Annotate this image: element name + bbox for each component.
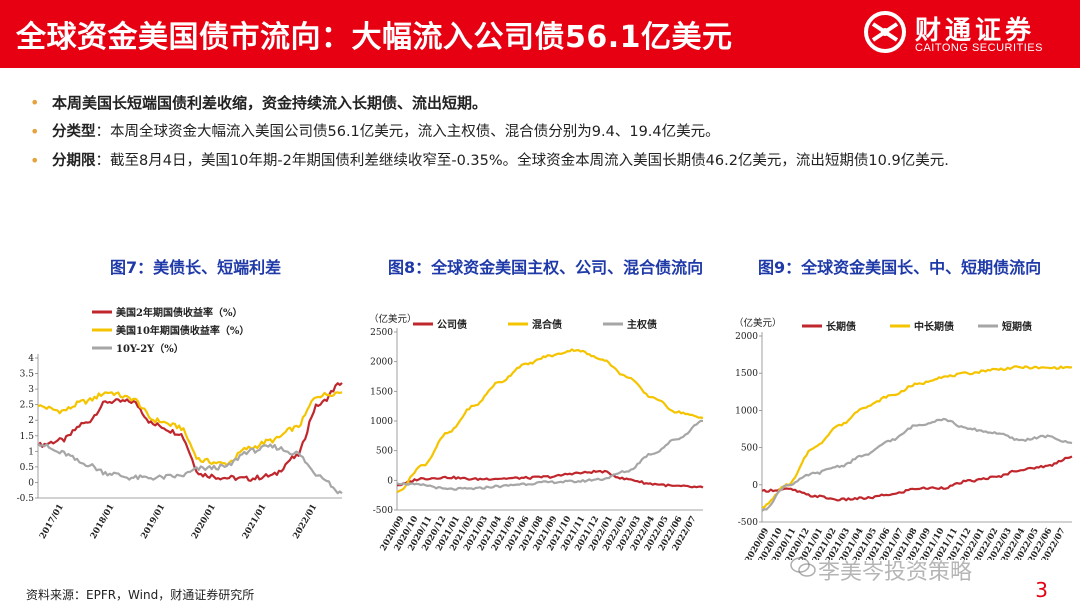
y-tick-label: 1.5 xyxy=(20,432,35,442)
legend-label: 长期债 xyxy=(826,320,856,333)
fig9-chart: -50005001000150020002020/092020/102020/1… xyxy=(734,317,1073,560)
bullet-item: • 分期限：截至8月4日，美国10年期-2年期国债利差继续收窄至-0.35%。全… xyxy=(30,150,1070,179)
y-tick-label: 1000 xyxy=(735,406,758,416)
y-tick-label: 500 xyxy=(376,447,393,457)
y-tick-label: 1 xyxy=(28,447,34,457)
logo-en-text: CAITONG SECURITIES xyxy=(915,42,1043,54)
bullet-item: • 分类型：本周全球资金大幅流入美国公司债56.1亿美元，流入主权债、混合债分别… xyxy=(30,121,1070,150)
series-line-red xyxy=(761,455,1073,502)
y-tick-label: -0.5 xyxy=(17,494,35,504)
bullet-dot-icon: • xyxy=(30,93,40,112)
y-tick-label: 0 xyxy=(28,478,34,488)
fig7-title: 图7：美债长、短端利差 xyxy=(110,258,282,277)
y-tick-label: 3.5 xyxy=(20,370,35,380)
fig8-title: 图8：全球资金美国主权、公司、混合债流向 xyxy=(388,258,704,277)
series-line-red xyxy=(37,382,343,482)
legend-label: 美国2年期国债收益率（%） xyxy=(116,306,242,319)
legend-label: 主权债 xyxy=(627,318,657,331)
fig9-title: 图9：全球资金美国长、中、短期债流向 xyxy=(758,258,1042,277)
legend-label: 混合债 xyxy=(532,318,562,331)
bullet-dot-icon: • xyxy=(30,151,40,170)
legend-label: 公司债 xyxy=(437,318,467,331)
y-tick-label: 1500 xyxy=(370,387,393,397)
legend-label: 10Y-2Y（%） xyxy=(116,342,184,355)
legend-label: 短期债 xyxy=(1002,320,1032,333)
unit-label: （亿美元） xyxy=(734,317,782,329)
legend-label: 中长期债 xyxy=(914,320,954,333)
series-line-gray xyxy=(37,442,343,495)
series-line-gray xyxy=(396,419,704,491)
series-line-yellow xyxy=(761,365,1073,509)
page-number: 3 xyxy=(1035,578,1048,602)
series-line-red xyxy=(397,469,704,489)
bullet-prefix: 分期限 xyxy=(52,153,96,169)
logo-cn-text: 财通证券 xyxy=(915,16,1036,46)
x-tick-label: 2018/01 xyxy=(89,502,117,540)
y-tick-label: 500 xyxy=(741,444,758,454)
y-tick-label: 0 xyxy=(387,476,393,486)
header-bar: 全球资金美国债市流向：大幅流入公司债56.1亿美元 财通证券 CAITONG S… xyxy=(0,0,1080,68)
caitong-logo-icon xyxy=(864,11,906,53)
caitong-logo: 财通证券 CAITONG SECURITIES xyxy=(855,6,1060,62)
y-tick-label: -500 xyxy=(738,518,758,528)
y-tick-label: 1500 xyxy=(735,369,758,379)
y-tick-label: 3 xyxy=(28,385,34,395)
bullet-prefix: 分类型 xyxy=(52,124,96,140)
series-line-yellow xyxy=(396,348,704,494)
bullet-text: 本周美国长短端国债利差收缩，资金持续流入长期债、流出短期。 xyxy=(52,94,488,112)
y-tick-label: 2.5 xyxy=(20,401,35,411)
bullet-dot-icon: • xyxy=(30,122,40,141)
source-note: 资料来源：EPFR，Wind，财通证券研究所 xyxy=(26,588,255,602)
x-tick-label: 2021/01 xyxy=(241,502,269,540)
series-line-gray xyxy=(761,417,1073,512)
bullet-item: • 本周美国长短端国债利差收缩，资金持续流入长期债、流出短期。 xyxy=(30,92,1070,121)
x-tick-label: 2017/01 xyxy=(38,502,66,540)
fig7-chart: -0.5 0 0.5 1 1.5 2 2.5 3 3.5 4 2017/01 2018/01 2019/… xyxy=(17,306,343,541)
y-tick-label: 2000 xyxy=(370,358,393,368)
series-line-yellow xyxy=(37,391,343,467)
x-tick-label: 2022/01 xyxy=(291,502,319,540)
watermark-text: 李美岑投资策略 xyxy=(818,560,973,585)
x-tick-label: 2019/01 xyxy=(139,502,167,540)
y-tick-label: 2500 xyxy=(370,328,393,338)
y-tick-label: 0 xyxy=(752,481,758,491)
fig8-chart: -500050010001500200025002020/092020/1020… xyxy=(369,313,704,553)
y-tick-label: 1000 xyxy=(370,417,393,427)
y-tick-label: 2000 xyxy=(735,332,758,342)
y-tick-label: 0.5 xyxy=(20,463,35,473)
unit-label: （亿美元） xyxy=(369,313,417,325)
bullet-text: ：本周全球资金大幅流入美国公司债56.1亿美元，流入主权债、混合债分别为9.4、… xyxy=(95,124,720,140)
legend-label: 美国10年期国债收益率（%） xyxy=(116,324,249,337)
bullet-text: ：截至8月4日，美国10年期-2年期国债利差继续收窄至-0.35%。全球资金本周… xyxy=(95,153,949,169)
y-tick-label: 4 xyxy=(28,354,34,364)
y-tick-label: 2 xyxy=(28,416,34,426)
y-tick-label: -500 xyxy=(373,506,393,516)
bullet-list: • 本周美国长短端国债利差收缩，资金持续流入长期债、流出短期。 • 分类型：本周… xyxy=(30,92,1070,179)
wechat-watermark-icon xyxy=(790,557,816,577)
page-title: 全球资金美国债市流向：大幅流入公司债56.1亿美元 xyxy=(16,20,733,55)
x-tick-label: 2020/01 xyxy=(190,502,218,540)
